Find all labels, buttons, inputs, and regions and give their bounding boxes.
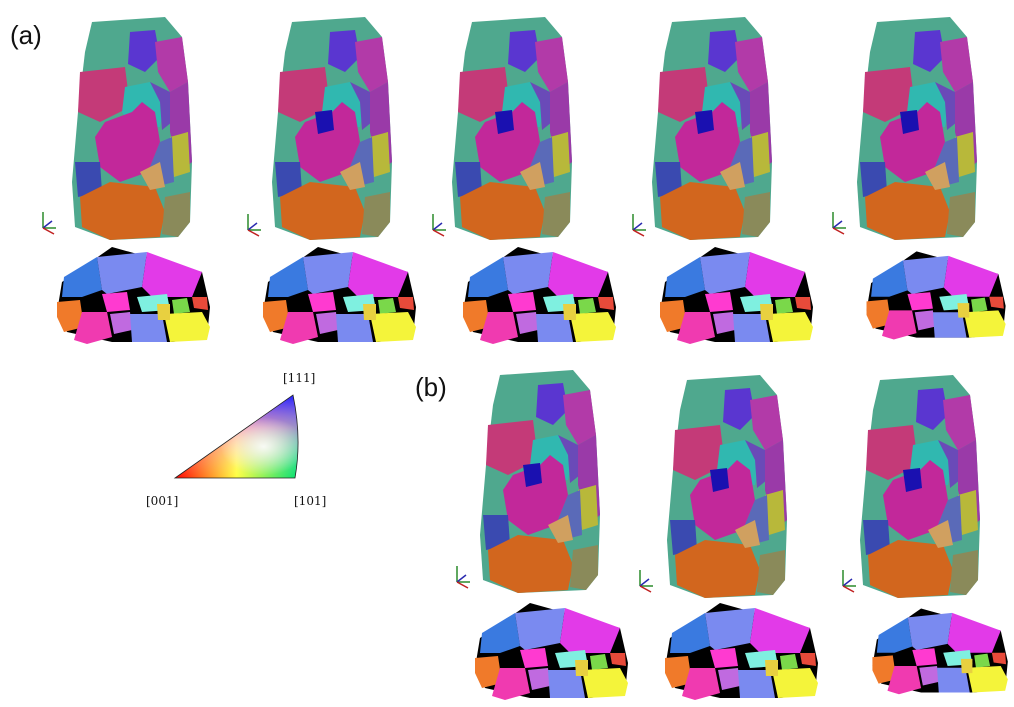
ipf-label-111: [111]: [283, 371, 316, 385]
grain-volume-b1: [478, 365, 608, 595]
ipf-color-key: [111] [001] [101]: [140, 368, 340, 518]
axis-triad-icon: [832, 211, 847, 235]
grain-volume-a3: [450, 12, 580, 242]
axis-triad-icon: [42, 211, 57, 235]
grain-volume-a4: [650, 12, 780, 242]
grain-volume-a5: [855, 12, 985, 242]
ipf-label-101: [101]: [294, 494, 327, 508]
grain-volume-b2: [665, 370, 795, 600]
grain-slice-b2: [665, 603, 818, 700]
ipf-label-001: [001]: [146, 494, 179, 508]
axis-triad-icon: [639, 569, 654, 593]
axis-triad-icon: [247, 213, 262, 237]
grain-slice-a4: [660, 247, 813, 344]
grain-slice-b1: [475, 603, 628, 700]
axis-triad-icon: [432, 213, 447, 237]
grain-volume-a1: [72, 17, 192, 240]
axis-triad-icon: [632, 213, 647, 237]
grain-slice-a1: [57, 247, 210, 344]
grain-slice-a2: [263, 247, 416, 344]
grain-volume-a2: [270, 12, 400, 242]
panel-b-label: (b): [415, 372, 447, 402]
axis-triad-icon: [842, 569, 857, 593]
grain-volume-b3: [858, 370, 988, 600]
grain-slice-b3: [872, 608, 1008, 695]
grain-slice-a5: [866, 251, 1006, 340]
grain-slice-a3: [463, 247, 616, 344]
axis-triad-icon: [456, 565, 471, 589]
panel-a-label: (a): [10, 20, 42, 50]
